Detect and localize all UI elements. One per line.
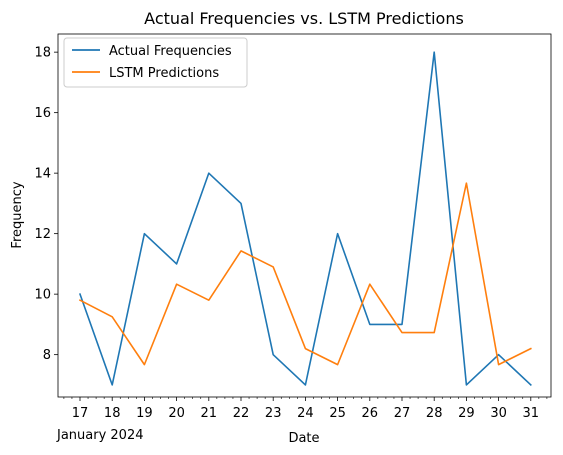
x-tick-label: 19 [136, 406, 153, 421]
x-axis-label: Date [288, 431, 319, 446]
x-axis: 17 18 19 20 21 22 23 24 25 26 27 28 29 30 31 [64, 397, 547, 421]
legend-label-actual: Actual Frequencies [109, 44, 232, 59]
y-tick-label: 10 [34, 288, 51, 303]
x-tick-label: 29 [458, 406, 475, 421]
x-tick-label: 31 [523, 406, 540, 421]
x-tick-label: 20 [168, 406, 185, 421]
plot-area [80, 52, 531, 385]
y-axis-label: Frequency [10, 181, 25, 248]
series-line-actual [80, 52, 531, 385]
x-tick-label: 23 [265, 406, 282, 421]
x-tick-label: 30 [490, 406, 507, 421]
y-tick-label: 8 [43, 348, 51, 363]
legend: Actual Frequencies LSTM Predictions [64, 38, 247, 87]
x-tick-label: 17 [72, 406, 89, 421]
y-axis: 8 10 12 14 16 18 [34, 46, 58, 364]
x-axis-offset-label: January 2024 [56, 428, 144, 443]
x-tick-label: 27 [394, 406, 411, 421]
x-tick-label: 22 [233, 406, 250, 421]
x-tick-label: 18 [104, 406, 121, 421]
chart-title: Actual Frequencies vs. LSTM Predictions [144, 9, 464, 28]
y-tick-label: 18 [34, 46, 51, 61]
y-tick-label: 16 [34, 106, 51, 121]
x-tick-label: 28 [426, 406, 443, 421]
plot-frame [58, 34, 551, 397]
y-tick-label: 14 [34, 167, 51, 182]
x-tick-label: 21 [201, 406, 218, 421]
legend-label-lstm: LSTM Predictions [109, 66, 219, 81]
x-tick-label: 26 [362, 406, 379, 421]
x-tick-label: 25 [329, 406, 346, 421]
x-tick-label: 24 [297, 406, 314, 421]
y-tick-label: 12 [34, 227, 51, 242]
series-line-lstm [80, 183, 531, 365]
